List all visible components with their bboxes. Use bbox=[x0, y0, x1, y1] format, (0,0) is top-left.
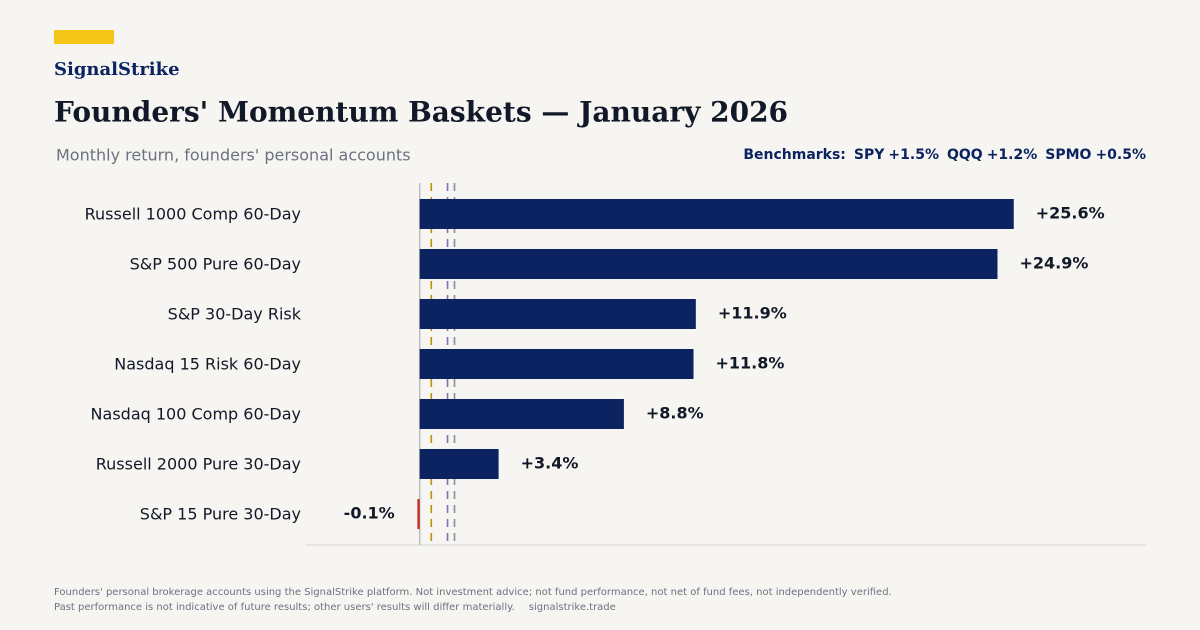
bar bbox=[419, 399, 624, 429]
chart-title: Founders' Momentum Baskets — January 202… bbox=[54, 96, 788, 129]
y-tick-label: Nasdaq 100 Comp 60-Day bbox=[91, 405, 301, 424]
bar bbox=[419, 199, 1014, 229]
value-label: +11.9% bbox=[718, 304, 787, 323]
bar bbox=[419, 449, 499, 479]
y-tick-label: S&P 15 Pure 30-Day bbox=[140, 505, 301, 524]
chart-subtitle: Monthly return, founders' personal accou… bbox=[56, 146, 411, 165]
value-label: +3.4% bbox=[521, 454, 579, 473]
y-tick-label: S&P 30-Day Risk bbox=[168, 305, 302, 324]
footer-line: Past performance is not indicative of fu… bbox=[54, 602, 515, 613]
footer-line: Founders' personal brokerage accounts us… bbox=[54, 587, 892, 598]
benchmark-value: +0.5% bbox=[1095, 147, 1146, 163]
footer-url: signalstrike.trade bbox=[529, 602, 616, 613]
y-tick-label: Russell 2000 Pure 30-Day bbox=[96, 455, 301, 474]
bar bbox=[419, 349, 694, 379]
value-label: -0.1% bbox=[344, 504, 395, 523]
value-label: +8.8% bbox=[646, 404, 704, 423]
bar bbox=[417, 499, 420, 529]
value-label: +11.8% bbox=[716, 354, 785, 373]
benchmark-value: +1.2% bbox=[987, 147, 1038, 163]
y-tick-label: Nasdaq 15 Risk 60-Day bbox=[114, 355, 301, 374]
footer-line: Past performance is not indicative of fu… bbox=[54, 602, 616, 613]
y-tick-label: Russell 1000 Comp 60-Day bbox=[85, 205, 301, 224]
y-tick-label: S&P 500 Pure 60-Day bbox=[130, 255, 301, 274]
benchmark-name: QQQ bbox=[947, 147, 983, 163]
benchmark-value: +1.5% bbox=[888, 147, 939, 163]
bar bbox=[419, 249, 998, 279]
benchmark-name: SPMO bbox=[1045, 147, 1091, 163]
benchmark-name: SPY bbox=[854, 147, 885, 163]
value-label: +25.6% bbox=[1036, 204, 1105, 223]
value-label: +24.9% bbox=[1019, 254, 1088, 273]
benchmarks-label: Benchmarks: bbox=[743, 147, 846, 163]
brand: SignalStrike bbox=[54, 59, 180, 80]
benchmarks: Benchmarks: SPY +1.5% QQQ +1.2% SPMO +0.5% bbox=[743, 147, 1146, 163]
bar bbox=[419, 299, 696, 329]
brand-accent bbox=[54, 30, 114, 44]
